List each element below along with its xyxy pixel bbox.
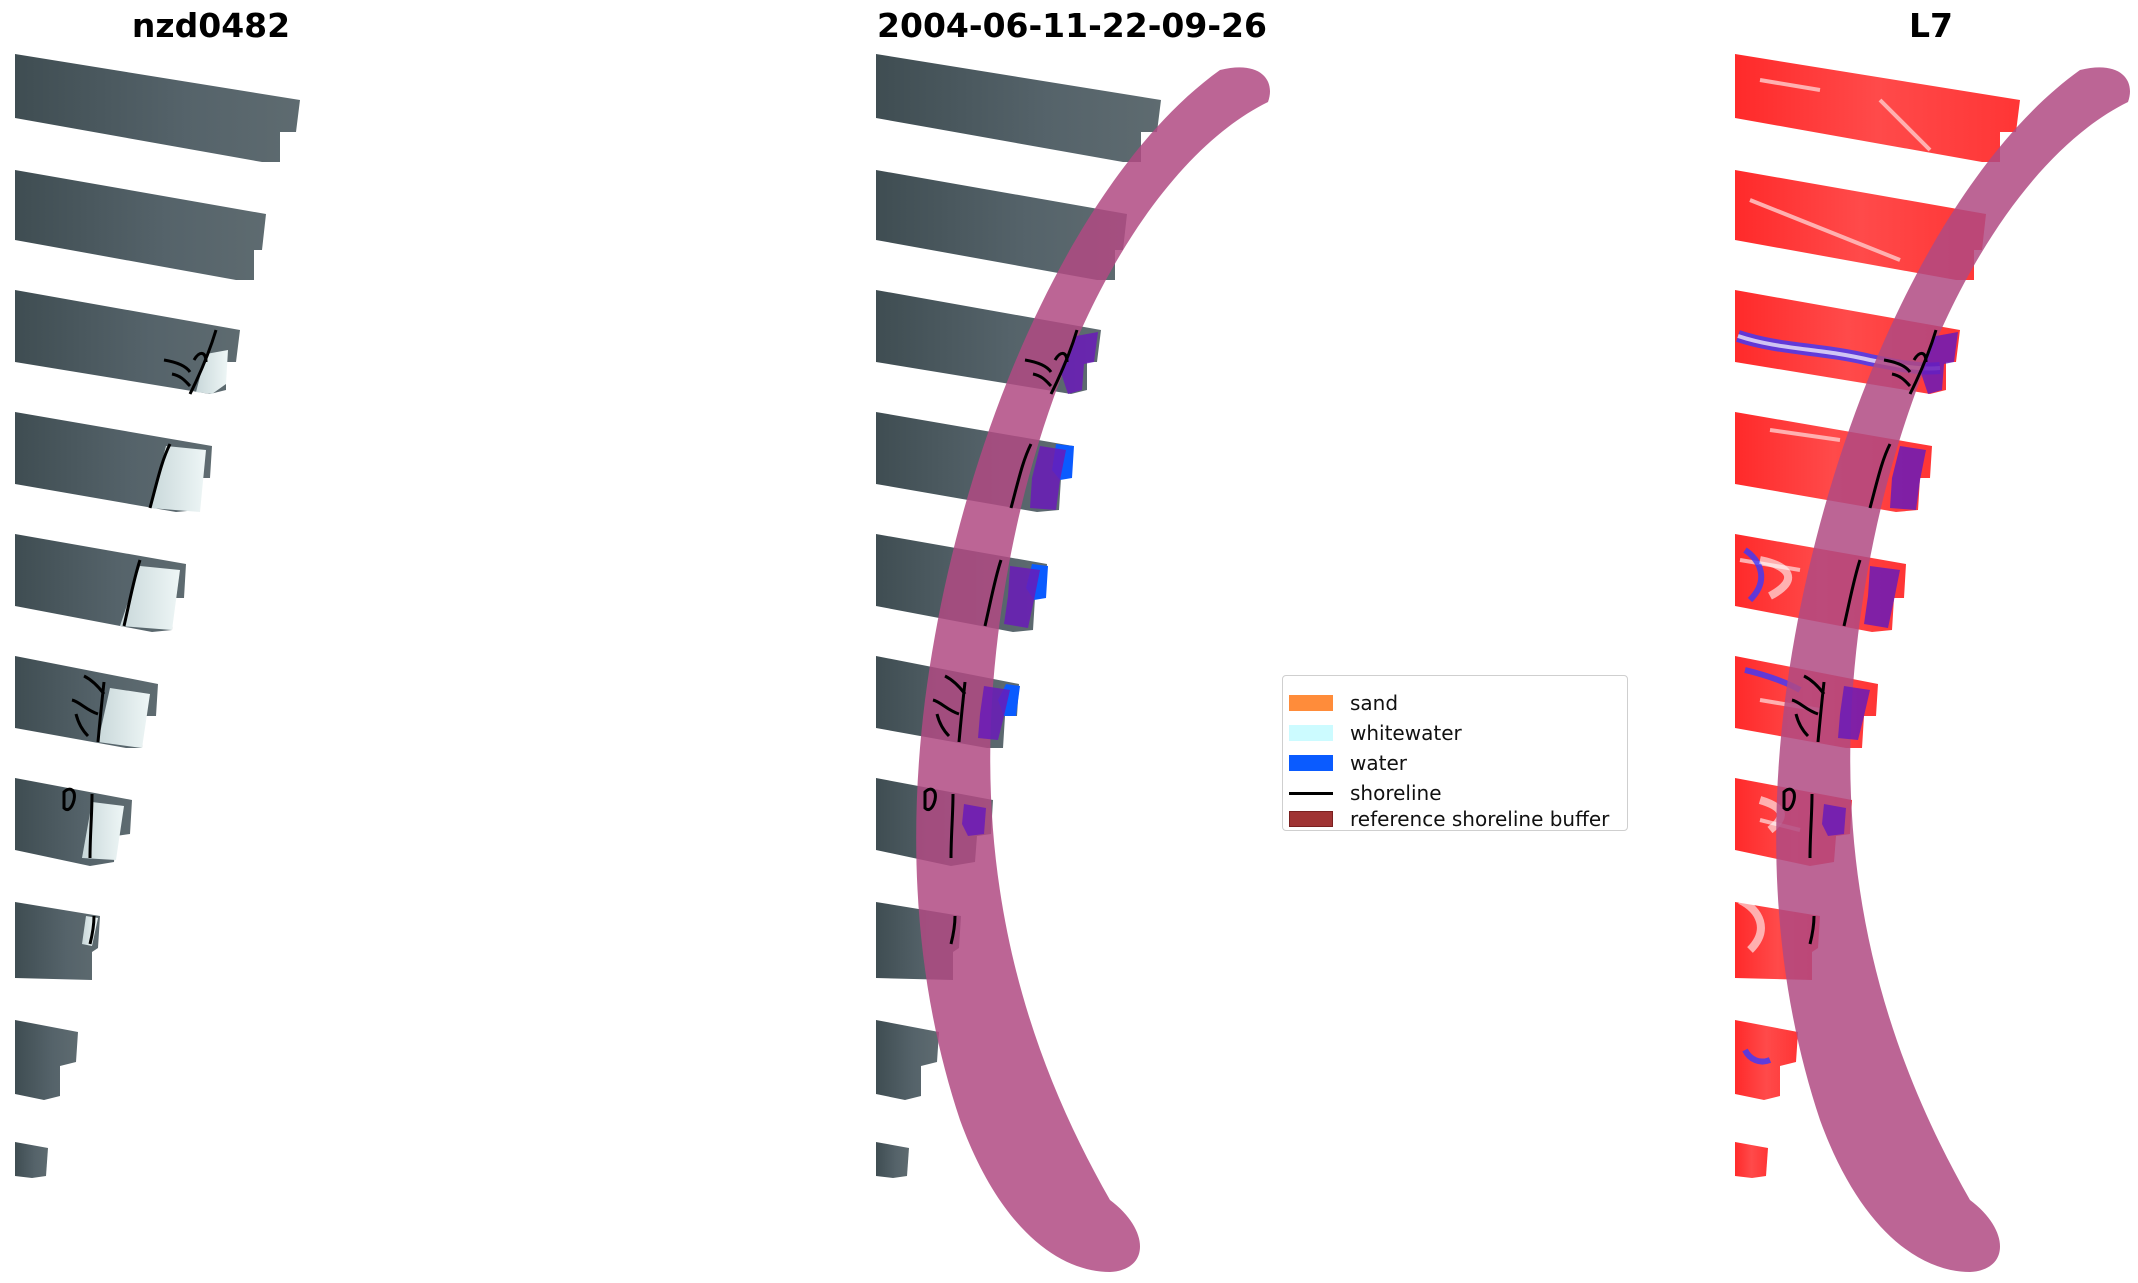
whitewater-swatch bbox=[1289, 725, 1333, 741]
legend-item-reference-buffer: reference shoreline buffer bbox=[1289, 807, 1610, 831]
image-strip-10 bbox=[876, 1142, 909, 1178]
index-panel bbox=[1735, 54, 2130, 1273]
shoreline-contours bbox=[1782, 329, 1938, 945]
reference-buffer-swatch bbox=[1289, 811, 1333, 827]
legend-label-water: water bbox=[1350, 751, 1407, 775]
classified-water-on-buffer bbox=[1822, 332, 1958, 836]
legend-item-shoreline: shoreline bbox=[1289, 780, 1442, 806]
classification-panel bbox=[876, 54, 1270, 1273]
shoreline-contours bbox=[62, 329, 218, 945]
legend-item-whitewater: whitewater bbox=[1289, 720, 1462, 746]
index-strip-10 bbox=[1735, 1142, 1768, 1178]
image-strip-9 bbox=[876, 1020, 939, 1100]
index-strip-1 bbox=[1735, 54, 2020, 162]
shoreline-contours bbox=[923, 329, 1079, 945]
legend-label-sand: sand bbox=[1350, 691, 1399, 715]
image-strip-10 bbox=[15, 1142, 48, 1178]
image-strip-1 bbox=[15, 54, 300, 162]
legend-item-water: water bbox=[1289, 750, 1407, 776]
panel-title-date: 2004-06-11-22-09-26 bbox=[877, 6, 1267, 45]
image-strip-8 bbox=[15, 902, 100, 980]
image-strip-2 bbox=[15, 170, 266, 280]
sand-swatch bbox=[1289, 695, 1333, 711]
panel-title-rgb: nzd0482 bbox=[131, 6, 291, 45]
rgb-image-panel bbox=[15, 54, 300, 1178]
image-strip-2 bbox=[876, 170, 1127, 280]
water-swatch bbox=[1289, 755, 1333, 771]
classified-water-on-buffer bbox=[962, 332, 1098, 836]
legend-item-sand: sand bbox=[1289, 690, 1398, 716]
image-strip-9 bbox=[15, 1020, 78, 1100]
legend-label-shoreline: shoreline bbox=[1350, 781, 1442, 805]
legend: sand whitewater water shoreline referenc… bbox=[1282, 675, 1628, 831]
shoreline-swatch bbox=[1289, 791, 1333, 795]
legend-label-whitewater: whitewater bbox=[1350, 721, 1462, 745]
reference-shoreline-buffer bbox=[1776, 67, 2130, 1273]
legend-label-reference-buffer: reference shoreline buffer bbox=[1350, 807, 1610, 831]
panel-title-satellite: L7 bbox=[1909, 6, 1953, 45]
reference-shoreline-buffer bbox=[916, 67, 1270, 1273]
image-strip-1 bbox=[876, 54, 1161, 162]
index-strip-2 bbox=[1735, 170, 1986, 280]
